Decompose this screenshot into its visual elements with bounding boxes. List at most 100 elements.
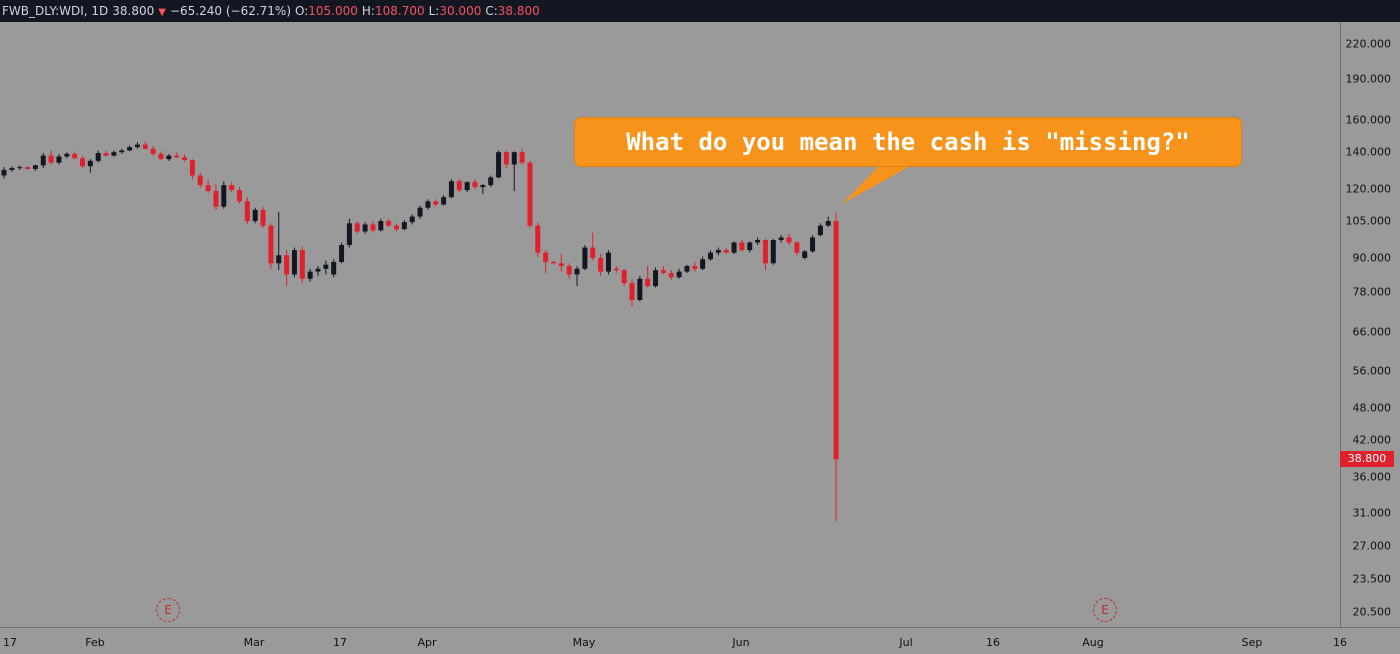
candle-body	[409, 216, 415, 223]
candle	[9, 166, 15, 172]
candle-body	[817, 225, 823, 236]
candle-body	[323, 264, 329, 269]
candle	[80, 155, 85, 169]
candle	[323, 260, 329, 275]
open-label: O:	[295, 4, 309, 18]
candle	[119, 148, 125, 154]
candle	[433, 199, 439, 207]
candle-body	[566, 266, 572, 275]
annotation-callout[interactable]: What do you mean the cash is "missing?"	[575, 118, 1241, 166]
high-label: H:	[361, 4, 375, 18]
candle	[605, 250, 611, 275]
candle	[810, 235, 816, 253]
candle-body	[786, 237, 792, 243]
candle	[566, 263, 572, 279]
earnings-icon[interactable]: E	[1093, 598, 1117, 622]
candle	[87, 159, 93, 173]
candle	[731, 241, 737, 254]
candle-body	[229, 185, 235, 191]
candle	[755, 237, 761, 245]
x-tick-label: May	[572, 636, 596, 649]
candle	[189, 159, 195, 180]
low-value: 30.000	[439, 4, 482, 18]
candle-body	[692, 266, 698, 269]
candle	[103, 150, 109, 157]
candle-body	[629, 283, 635, 300]
candle	[1, 167, 7, 179]
candle	[535, 222, 541, 257]
candlestick-chart[interactable]	[0, 22, 1340, 627]
candle-body	[127, 147, 133, 151]
candle	[307, 268, 313, 282]
y-tick-label: 31.000	[1352, 506, 1392, 520]
candle	[56, 153, 62, 165]
candle-body	[762, 239, 768, 264]
candle	[574, 266, 580, 287]
candle	[762, 238, 768, 271]
candle-body	[9, 168, 15, 170]
candle-body	[158, 153, 164, 160]
earnings-icon[interactable]: E	[156, 598, 180, 622]
candle-body	[598, 257, 604, 272]
candle-body	[119, 150, 125, 153]
candle	[150, 146, 156, 156]
candle-body	[150, 148, 156, 154]
y-tick-label: 56.000	[1352, 364, 1392, 378]
candle	[464, 181, 470, 193]
candle	[260, 206, 266, 228]
candle	[205, 179, 211, 194]
candle	[582, 244, 588, 271]
candle-body	[103, 153, 109, 156]
x-tick-label: Apr	[417, 636, 437, 649]
candle	[621, 268, 627, 287]
close-value: 38.800	[497, 4, 540, 18]
candle-body	[339, 244, 345, 262]
chart-header: FWB_DLY:WDI, 1D 38.800 ▼ −65.240 (−62.71%) O…	[0, 0, 1400, 22]
symbol-label[interactable]: FWB_DLY:WDI, 1D	[2, 4, 109, 18]
candle-body	[653, 270, 659, 287]
candle-body	[197, 175, 203, 186]
candle	[598, 253, 604, 276]
candle-body	[307, 271, 313, 279]
candle	[315, 266, 321, 276]
candle	[817, 223, 823, 237]
y-tick-label: 160.000	[1345, 113, 1392, 127]
y-tick-label: 78.000	[1352, 285, 1392, 299]
candle-body	[213, 191, 219, 207]
candle-body	[488, 177, 494, 186]
candle-body	[613, 268, 619, 271]
candle-body	[362, 224, 368, 232]
candle	[299, 246, 305, 284]
close-label: C:	[485, 4, 498, 18]
candle-body	[386, 221, 392, 226]
candle-body	[346, 223, 352, 245]
candle	[252, 207, 258, 224]
candle	[708, 250, 713, 261]
candle-body	[708, 252, 713, 260]
x-tick-label: Feb	[85, 636, 105, 649]
candle-body	[456, 181, 462, 191]
time-axis[interactable]: 17 Feb Mar 17 Apr May Jun Jul 16 Aug Sep 16	[0, 627, 1400, 654]
candle-body	[778, 237, 784, 240]
y-tick-label: 23.500	[1352, 572, 1392, 586]
candle-body	[527, 162, 533, 226]
candle-body	[315, 268, 321, 272]
candle	[511, 151, 517, 192]
candle	[786, 233, 792, 245]
candle-body	[401, 222, 407, 230]
candle-body	[142, 144, 148, 149]
candle	[527, 160, 533, 228]
candle-body	[48, 155, 54, 163]
candle	[684, 264, 690, 274]
candle-body	[237, 190, 242, 202]
candle-body	[810, 237, 816, 252]
x-tick-label: Sep	[1241, 636, 1263, 649]
candle	[370, 221, 376, 233]
candle-body	[425, 201, 431, 208]
candle	[613, 266, 619, 274]
candle-body	[684, 266, 690, 272]
candle-body	[770, 239, 776, 264]
price-axis[interactable]: 220.000 190.000 160.000 140.000 120.000 105.0…	[1340, 22, 1400, 627]
candle-body	[370, 224, 376, 231]
candle	[794, 241, 800, 256]
